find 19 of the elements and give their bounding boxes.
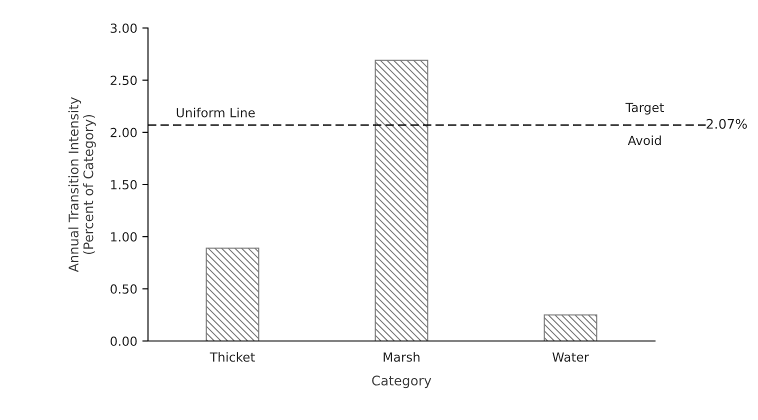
- y-tick-label: 0.50: [110, 284, 137, 294]
- y-tick-label: 1.50: [111, 180, 137, 190]
- y-tick-label: 2.00: [110, 128, 137, 138]
- y-tick-label: 0.00: [110, 336, 137, 346]
- y-tick-label: 3.00: [110, 23, 137, 33]
- annotation: Avoid: [628, 135, 661, 146]
- y-axis-title: Annual Transition Intensity (Percent of Category): [68, 97, 96, 272]
- ref-line-label: 2.07%: [706, 118, 747, 129]
- x-tick-label: Water: [552, 352, 589, 362]
- bar: [206, 248, 260, 341]
- x-tick-label: Thicket: [210, 352, 255, 362]
- annotation: Uniform Line: [176, 108, 255, 118]
- bar: [374, 60, 428, 341]
- x-axis-title: Category: [372, 376, 432, 388]
- x-tick-label: Marsh: [384, 352, 420, 362]
- y-tick-label: 2.50: [110, 76, 137, 86]
- y-tick-label: 1.00: [111, 232, 137, 242]
- bar: [544, 314, 598, 341]
- annotation: Target: [625, 102, 664, 115]
